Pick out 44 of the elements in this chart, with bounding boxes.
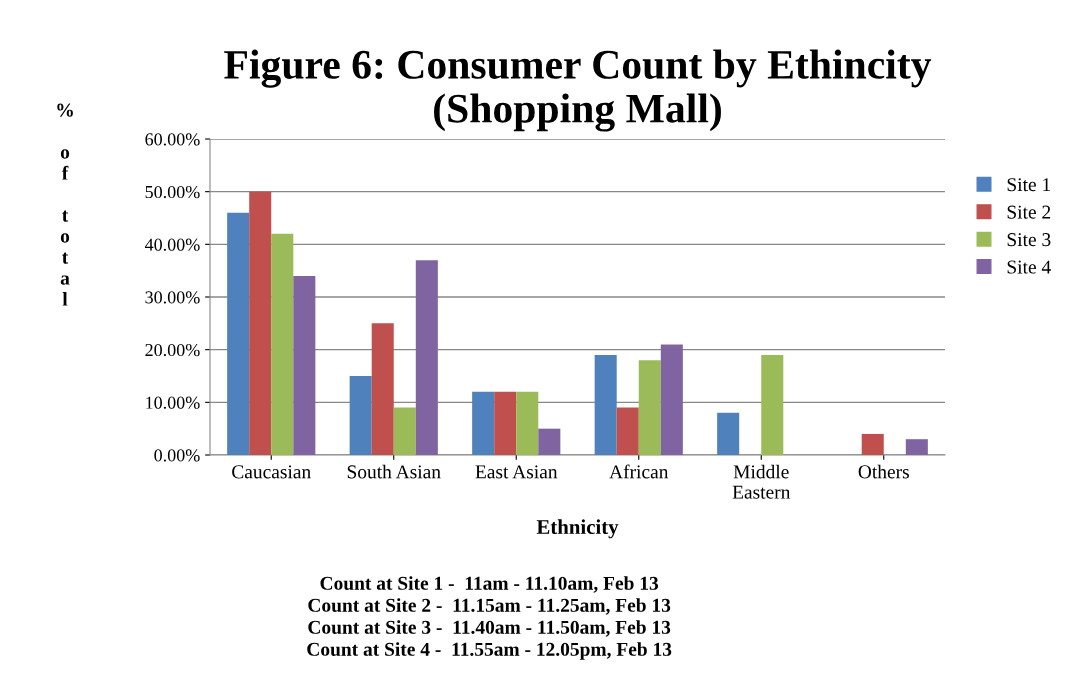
bar [393, 407, 416, 455]
y-tick-label: 30.00% [145, 291, 200, 304]
bar [371, 323, 394, 455]
text: Count at Site 1 - 11am - 11.10am, Feb 13 [320, 576, 659, 593]
bar [761, 354, 784, 455]
legend-label: Site 4 [1007, 260, 1051, 274]
text: Count at Site 4 - 11.55am - 12.05pm, Feb 13 [307, 642, 672, 660]
bar [271, 233, 294, 455]
bar [594, 354, 617, 455]
y-tick-label: 40.00% [144, 238, 200, 251]
bar [249, 191, 272, 455]
legend-label: Site 1 [1007, 178, 1051, 192]
legend-label: Site 2 [1007, 205, 1051, 219]
bar [293, 275, 316, 455]
chart-title: Figure 6: Consumer Count by Ethincity (Shopping Mall) [224, 49, 932, 132]
bar [616, 407, 639, 455]
text: % of total [57, 103, 73, 306]
x-tick-label: South Asian [347, 464, 441, 479]
x-axis-title: Ethnicity [536, 519, 619, 539]
y-tick-label: 20.00% [145, 343, 200, 357]
y-tick-label: 60.00% [145, 133, 200, 146]
y-tick-label: 10.00% [146, 396, 200, 409]
bar [660, 344, 683, 455]
bar [717, 412, 740, 455]
x-tick-label: Caucasian [232, 465, 311, 479]
legend-label: Site 3 [1007, 233, 1051, 247]
bar [638, 360, 661, 455]
bar [516, 391, 539, 455]
bar [415, 260, 438, 455]
y-tick-label: 0.00% [154, 449, 200, 462]
bar [861, 433, 884, 455]
bar [349, 376, 372, 455]
bar [494, 391, 517, 455]
x-tick-label: East Asian [475, 465, 558, 479]
x-tick-label: Others [858, 464, 909, 479]
text: Count at Site 3 - 11.40am - 11.50am, Feb 13 [308, 620, 671, 637]
x-tick-label: African [609, 464, 669, 479]
bar [472, 391, 495, 455]
bar [227, 212, 250, 455]
x-tick-label: Middle Eastern [732, 464, 791, 499]
bar [538, 428, 561, 455]
y-tick-label: 50.00% [145, 185, 200, 199]
bar [905, 439, 928, 455]
text: Count at Site 2 - 11.15am - 11.25am, Feb 13 [308, 598, 671, 615]
